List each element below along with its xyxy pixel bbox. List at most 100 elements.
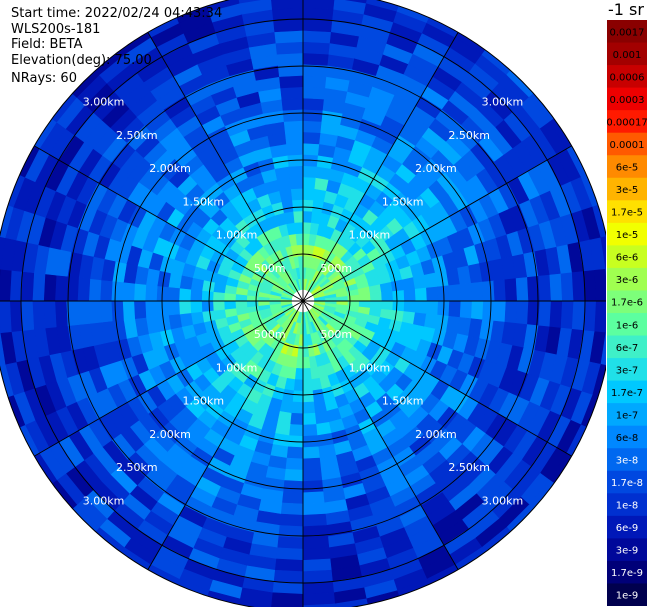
range-label: 3.00km — [83, 96, 125, 109]
range-gate — [302, 0, 336, 10]
range-gate — [392, 290, 405, 302]
colorbar-segment — [607, 583, 647, 606]
colorbar-segment — [607, 313, 647, 337]
azimuth-spoke — [302, 145, 572, 302]
range-gate — [302, 603, 337, 607]
range-gate — [270, 0, 304, 10]
range-gate — [600, 332, 606, 368]
range-gate — [283, 468, 304, 482]
colorbar-segment — [607, 470, 647, 494]
range-gate — [448, 300, 462, 318]
colorbar-tick-label: 3e-6 — [616, 275, 639, 286]
colorbar-segment — [607, 538, 647, 562]
range-gate — [271, 7, 304, 21]
range-gate — [54, 300, 68, 328]
range-gate — [302, 120, 323, 134]
range-gate — [302, 401, 316, 415]
range-gate — [290, 187, 304, 201]
colorbar-segment — [607, 110, 647, 134]
range-gate — [189, 300, 203, 314]
colorbar-tick-label: 3e-5 — [616, 185, 639, 196]
colorbar-segment — [607, 448, 647, 472]
instrument-label: WLS200s-181 — [11, 22, 101, 37]
range-gate — [273, 18, 304, 33]
range-gate — [302, 75, 327, 89]
range-gate — [133, 300, 147, 320]
range-gate — [281, 199, 294, 214]
azimuth-spoke — [302, 300, 459, 570]
range-gate — [271, 581, 304, 595]
range-gate — [583, 269, 597, 302]
colorbar-segment — [607, 493, 647, 517]
range-gate — [282, 480, 304, 494]
range-gate — [302, 592, 336, 606]
range-gate — [401, 277, 416, 291]
colorbar-segment — [607, 42, 647, 66]
range-gate — [583, 300, 597, 333]
colorbar-segment — [607, 245, 647, 269]
range-gate — [20, 300, 35, 331]
range-gate — [274, 558, 304, 573]
range-gate — [571, 300, 586, 331]
colorbar-segment — [607, 132, 647, 156]
azimuth-spoke — [302, 300, 572, 457]
range-gate — [281, 491, 304, 505]
range-gate — [482, 300, 496, 322]
range-gate — [275, 547, 304, 561]
range-gate — [302, 187, 316, 201]
range-gate — [426, 300, 439, 316]
colorbar-tick-label: 1.7e-9 — [611, 568, 643, 579]
range-gate — [448, 284, 462, 302]
colorbar-segment — [607, 155, 647, 179]
colorbar-tick-label: 6e-5 — [616, 163, 639, 174]
range-gate — [276, 536, 304, 550]
range-gate — [280, 502, 304, 516]
range-gate — [302, 468, 323, 482]
range-gate — [302, 97, 325, 111]
colorbar-tick-label: 1.7e-8 — [611, 478, 643, 489]
range-label: 2.00km — [149, 162, 191, 175]
range-label: 1.50km — [382, 195, 424, 208]
colorbar-segment — [607, 515, 647, 539]
range-gate — [178, 300, 192, 315]
range-gate — [381, 291, 394, 302]
range-label: 2.50km — [116, 129, 158, 142]
range-label: 2.00km — [415, 162, 457, 175]
colorbar-tick-label: 6e-6 — [616, 253, 639, 264]
range-gate — [302, 86, 326, 100]
colorbar-tick-label: 1e-6 — [616, 320, 639, 331]
colorbar-segment — [607, 65, 647, 89]
range-gate — [369, 292, 383, 302]
range-gate — [302, 165, 318, 178]
range-label: 2.50km — [448, 461, 490, 474]
start-time-label: Start time: 2022/02/24 04:43:34 — [11, 6, 223, 21]
range-label: 500m — [320, 262, 352, 275]
range-gate — [284, 457, 304, 471]
range-gate — [549, 273, 563, 302]
range-label: 3.00km — [482, 494, 524, 507]
range-gate — [302, 480, 324, 494]
range-gate — [99, 279, 113, 302]
range-gate — [292, 199, 304, 212]
azimuth-spoke — [147, 32, 304, 302]
range-gate — [302, 210, 313, 223]
range-gate — [302, 412, 317, 426]
range-gate — [302, 108, 324, 122]
range-gate — [234, 300, 248, 309]
range-gate — [279, 75, 304, 89]
range-gate — [133, 282, 147, 302]
range-gate — [201, 300, 214, 312]
range-gate — [515, 300, 529, 325]
colorbar-segment — [607, 425, 647, 449]
azimuth-spoke — [34, 145, 304, 302]
range-gate — [189, 288, 203, 302]
range-gate — [302, 581, 335, 595]
colorbar-tick-label: 0.00017 — [607, 117, 647, 128]
range-gate — [286, 446, 304, 460]
range-label: 3.00km — [482, 96, 524, 109]
range-gate — [571, 271, 586, 302]
range-label: 500m — [254, 328, 286, 341]
range-gate — [403, 300, 417, 314]
range-gate — [286, 142, 304, 156]
range-gate — [290, 401, 304, 415]
